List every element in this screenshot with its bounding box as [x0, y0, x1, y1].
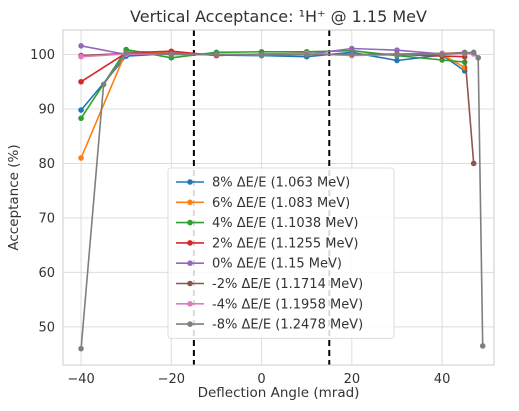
x-tick-label: −20: [158, 372, 185, 387]
data-point: [168, 51, 175, 58]
y-tick-label: 100: [30, 48, 55, 63]
plot-frame: [62, 29, 495, 366]
data-point: [78, 115, 84, 122]
legend-item: -4% ΔE/E (1.1958 MeV): [176, 297, 363, 312]
legend-swatch-marker: [187, 199, 193, 206]
legend-label: 2% ΔE/E (1.1255 MeV): [212, 236, 358, 251]
data-point: [475, 54, 482, 61]
legend-label: -8% ΔE/E (1.2478 MeV): [212, 318, 363, 333]
data-point: [78, 345, 84, 352]
legend-label: -4% ΔE/E (1.1958 MeV): [212, 297, 363, 312]
data-point: [394, 57, 400, 64]
data-point: [439, 51, 445, 58]
legend-swatch-marker: [187, 301, 193, 307]
legend-label: 4% ΔE/E (1.1038 MeV): [212, 216, 358, 231]
legend-label: 8% ΔE/E (1.063 MeV): [212, 176, 350, 191]
legend-label: -2% ΔE/E (1.1714 MeV): [212, 277, 363, 292]
legend-swatch-marker: [187, 179, 193, 185]
legend-label: 6% ΔE/E (1.083 MeV): [212, 196, 350, 211]
y-axis-label: Acceptance (%): [6, 144, 22, 250]
data-point: [479, 343, 486, 349]
data-point: [303, 51, 310, 58]
data-point: [470, 160, 477, 167]
legend-item: 6% ΔE/E (1.083 MeV): [176, 196, 350, 211]
legend-swatch-marker: [187, 219, 193, 226]
x-tick-label: 20: [344, 372, 361, 387]
data-point: [349, 45, 355, 52]
data-point: [78, 107, 84, 113]
data-point: [461, 50, 468, 56]
data-point: [349, 51, 355, 58]
legend-box: [167, 167, 395, 339]
data-point: [394, 51, 400, 58]
data-point: [78, 42, 84, 49]
series: [78, 49, 486, 352]
data-point: [100, 81, 107, 88]
legend-item: 8% ΔE/E (1.063 MeV): [176, 176, 350, 191]
chart-title: Vertical Acceptance: ¹H⁺ @ 1.15 MeV: [130, 7, 427, 26]
legend-swatch-marker: [187, 240, 193, 246]
x-tick-label: 0: [257, 372, 265, 387]
y-tick-label: 80: [38, 157, 55, 172]
data-point: [78, 155, 84, 161]
legend-item: 2% ΔE/E (1.1255 MeV): [176, 236, 358, 251]
x-tick-label: 40: [434, 372, 451, 387]
y-tick-label: 70: [38, 211, 55, 226]
legend-label: 0% ΔE/E (1.15 MeV): [212, 257, 342, 272]
y-tick-label: 60: [38, 266, 55, 281]
legend-item: -8% ΔE/E (1.2478 MeV): [176, 318, 363, 333]
data-point: [123, 50, 129, 56]
legend-item: 0% ΔE/E (1.15 MeV): [176, 257, 342, 272]
data-point: [78, 53, 84, 60]
x-axis-label: Deflection Angle (mrad): [198, 385, 360, 401]
legend-swatch-marker: [187, 280, 193, 287]
data-point: [470, 49, 477, 56]
legend-swatch-marker: [187, 321, 193, 327]
legend-swatch-marker: [187, 260, 193, 267]
y-tick-label: 50: [38, 320, 55, 335]
y-tick-label: 90: [38, 102, 55, 117]
data-point: [258, 51, 265, 58]
data-point: [78, 78, 84, 85]
legend-item: 4% ΔE/E (1.1038 MeV): [176, 216, 358, 231]
x-tick-label: −40: [67, 372, 94, 387]
legend-item: -2% ΔE/E (1.1714 MeV): [176, 277, 363, 292]
data-point: [213, 51, 220, 58]
